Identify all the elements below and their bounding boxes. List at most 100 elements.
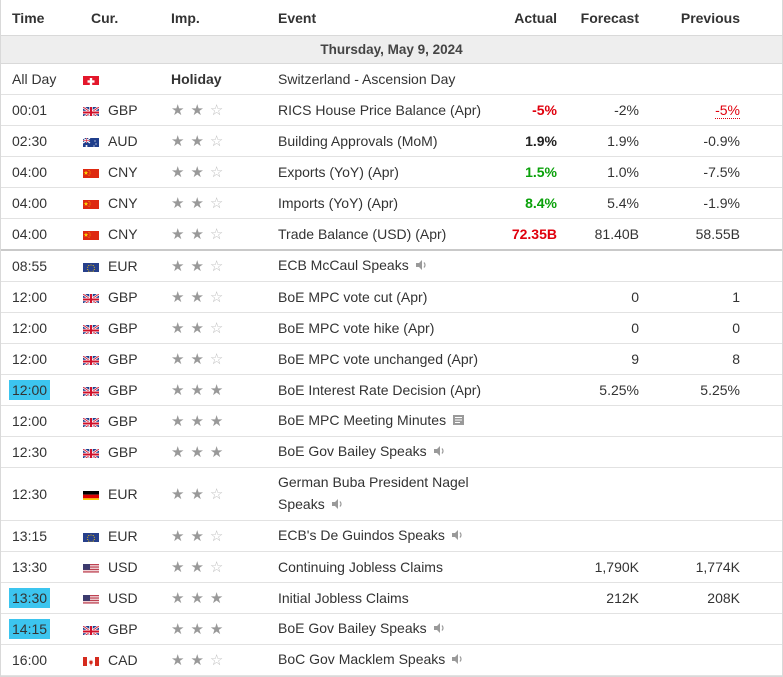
- event-name[interactable]: BoE MPC vote unchanged (Apr): [278, 351, 478, 367]
- event-row[interactable]: 02:30 AUD ★ ★ ☆ Building Approvals (MoM) 1.9% 1…: [1, 126, 782, 157]
- star-filled-icon: ★: [171, 485, 185, 503]
- event-row[interactable]: 04:00 CNY ★ ★ ☆ Imports (YoY) (Apr) 8.4% 5.4% -1…: [1, 188, 782, 219]
- header-time[interactable]: Time: [12, 9, 45, 26]
- event-name[interactable]: BoE Gov Bailey Speaks: [278, 620, 427, 637]
- row-event[interactable]: Building Approvals (MoM): [266, 130, 491, 152]
- date-row: Thursday, May 9, 2024: [1, 36, 782, 64]
- event-row[interactable]: 00:01 GBP ★ ★ ☆ RICS House Price Balance (Apr…: [1, 95, 782, 126]
- event-row[interactable]: 12:00 GBP ★ ★ ☆ BoE MPC vote cut (Apr) 0 1: [1, 282, 782, 313]
- event-row[interactable]: 12:00 GBP ★ ★ ★ BoE Interest Rate Decision (A…: [1, 375, 782, 406]
- header-currency[interactable]: Cur.: [91, 9, 119, 26]
- row-time: 12:30: [1, 484, 83, 504]
- event-row[interactable]: 13:15 EUR ★ ★ ☆ ECB's De Guindos Speaks: [1, 521, 782, 552]
- row-event[interactable]: Continuing Jobless Claims: [266, 556, 491, 578]
- row-time-text: 04:00: [12, 195, 48, 211]
- event-name[interactable]: Continuing Jobless Claims: [278, 559, 443, 575]
- star-filled-icon: ★: [171, 163, 185, 181]
- row-forecast: 0: [631, 320, 639, 336]
- row-time-text: 12:00: [12, 351, 48, 367]
- header-forecast[interactable]: Forecast: [580, 9, 639, 26]
- header-importance[interactable]: Imp.: [171, 9, 200, 26]
- row-event[interactable]: BoE MPC vote unchanged (Apr): [266, 348, 491, 370]
- row-event[interactable]: Exports (YoY) (Apr): [266, 161, 491, 183]
- row-event[interactable]: ECB's De Guindos Speaks: [266, 524, 491, 547]
- row-importance: ★ ★ ☆: [159, 560, 266, 575]
- event-row[interactable]: 04:00 CNY ★ ★ ☆ Exports (YoY) (Apr) 1.5% 1.0% -7…: [1, 157, 782, 188]
- row-event[interactable]: Trade Balance (USD) (Apr): [266, 223, 491, 245]
- row-time: 04:00: [1, 224, 83, 244]
- row-importance: ★ ★ ☆: [159, 259, 266, 274]
- event-row[interactable]: 12:00 GBP ★ ★ ☆ BoE MPC vote hike (Apr) 0 0: [1, 313, 782, 344]
- row-event[interactable]: BoE MPC Meeting Minutes: [266, 409, 491, 432]
- row-time: 12:00: [1, 287, 83, 307]
- event-name[interactable]: BoC Gov Macklem Speaks: [278, 651, 446, 668]
- row-importance: ★ ★ ☆: [159, 487, 266, 502]
- speaker-icon: [451, 650, 464, 672]
- event-row[interactable]: 12:30 EUR ★ ★ ☆ German Buba President Nagel Sp…: [1, 468, 782, 521]
- row-importance: ★ ★ ★: [159, 622, 266, 637]
- row-event[interactable]: ECB McCaul Speaks: [266, 254, 491, 277]
- event-name[interactable]: Speaks: [278, 496, 325, 513]
- event-name[interactable]: Initial Jobless Claims: [278, 590, 409, 606]
- event-name[interactable]: Exports (YoY) (Apr): [278, 164, 399, 180]
- row-time: 14:15: [1, 619, 83, 639]
- event-name[interactable]: RICS House Price Balance (Apr): [278, 102, 482, 118]
- row-event[interactable]: BoE Gov Bailey Speaks: [266, 440, 491, 463]
- event-name[interactable]: BoE MPC vote cut (Apr): [278, 289, 428, 305]
- row-event[interactable]: BoC Gov Macklem Speaks: [266, 648, 491, 671]
- row-currency: CNY: [83, 226, 159, 242]
- row-event[interactable]: BoE MPC vote cut (Apr): [266, 286, 491, 308]
- row-previous: 1,774K: [639, 559, 740, 575]
- header-event[interactable]: Event: [278, 9, 317, 26]
- previous-value: -7.5%: [703, 164, 740, 180]
- event-name[interactable]: BoE Interest Rate Decision (Apr): [278, 382, 482, 398]
- star-empty-icon: ☆: [209, 257, 224, 275]
- row-event[interactable]: Imports (YoY) (Apr): [266, 192, 491, 214]
- event-name[interactable]: BoE MPC Meeting Minutes: [278, 412, 447, 429]
- currency-code: GBP: [108, 102, 138, 118]
- event-row[interactable]: 12:00 GBP ★ ★ ☆ BoE MPC vote unchanged (Apr) 9…: [1, 344, 782, 375]
- event-name[interactable]: Trade Balance (USD) (Apr): [278, 226, 447, 242]
- header-previous[interactable]: Previous: [680, 9, 740, 26]
- event-name[interactable]: BoE MPC vote hike (Apr): [278, 320, 435, 336]
- china-flag-icon: [83, 229, 99, 240]
- event-row[interactable]: 12:30 GBP ★ ★ ★ BoE Gov Bailey Speaks: [1, 437, 782, 468]
- row-previous: 1: [639, 289, 740, 305]
- event-row[interactable]: 16:00 CAD ★ ★ ☆ BoC Gov Macklem Speaks: [1, 645, 782, 676]
- row-event[interactable]: RICS House Price Balance (Apr): [266, 99, 491, 121]
- row-event[interactable]: BoE MPC vote hike (Apr): [266, 317, 491, 339]
- event-name[interactable]: BoE Gov Bailey Speaks: [278, 443, 427, 460]
- event-name[interactable]: Switzerland - Ascension Day: [278, 71, 456, 87]
- row-event[interactable]: BoE Interest Rate Decision (Apr): [266, 379, 491, 401]
- event-row[interactable]: 12:00 GBP ★ ★ ★ BoE MPC Meeting Minutes: [1, 406, 782, 437]
- row-time-text: All Day: [12, 71, 57, 87]
- header-actual[interactable]: Actual: [514, 9, 557, 26]
- event-name[interactable]: ECB McCaul Speaks: [278, 257, 409, 274]
- event-row[interactable]: 13:30 USD ★ ★ ☆ Continuing Jobless Claims 1,79…: [1, 552, 782, 583]
- currency-code: GBP: [108, 444, 138, 460]
- row-time-text: 04:00: [12, 226, 48, 242]
- currency-code: CNY: [108, 164, 138, 180]
- event-row[interactable]: All Day Holiday Switzerland - Ascension Da…: [1, 64, 782, 95]
- row-event[interactable]: Initial Jobless Claims: [266, 587, 491, 609]
- speaker-icon: [331, 495, 344, 517]
- row-event[interactable]: BoE Gov Bailey Speaks: [266, 617, 491, 640]
- row-event[interactable]: German Buba President Nagel Speaks: [266, 471, 491, 516]
- row-forecast: 5.4%: [607, 195, 639, 211]
- star-filled-icon: ★: [171, 558, 185, 576]
- event-name[interactable]: ECB's De Guindos Speaks: [278, 527, 445, 544]
- row-forecast: 5.25%: [599, 382, 639, 398]
- event-name-line1[interactable]: German Buba President Nagel: [278, 474, 469, 491]
- star-filled-icon: ★: [190, 132, 204, 150]
- event-name[interactable]: Imports (YoY) (Apr): [278, 195, 399, 211]
- event-row[interactable]: 08:55 EUR ★ ★ ☆ ECB McCaul Speaks: [1, 251, 782, 282]
- row-previous: -7.5%: [639, 164, 740, 180]
- event-row[interactable]: 13:30 USD ★ ★ ★ Initial Jobless Claims 212K 208…: [1, 583, 782, 614]
- australia-flag-icon: [83, 136, 99, 147]
- event-row[interactable]: 04:00 CNY ★ ★ ☆ Trade Balance (USD) (Apr) 72.3…: [1, 219, 782, 251]
- event-name[interactable]: Building Approvals (MoM): [278, 133, 438, 149]
- event-row[interactable]: 14:15 GBP ★ ★ ★ BoE Gov Bailey Speaks: [1, 614, 782, 645]
- currency-code: GBP: [108, 320, 138, 336]
- row-event[interactable]: Switzerland - Ascension Day: [266, 68, 491, 90]
